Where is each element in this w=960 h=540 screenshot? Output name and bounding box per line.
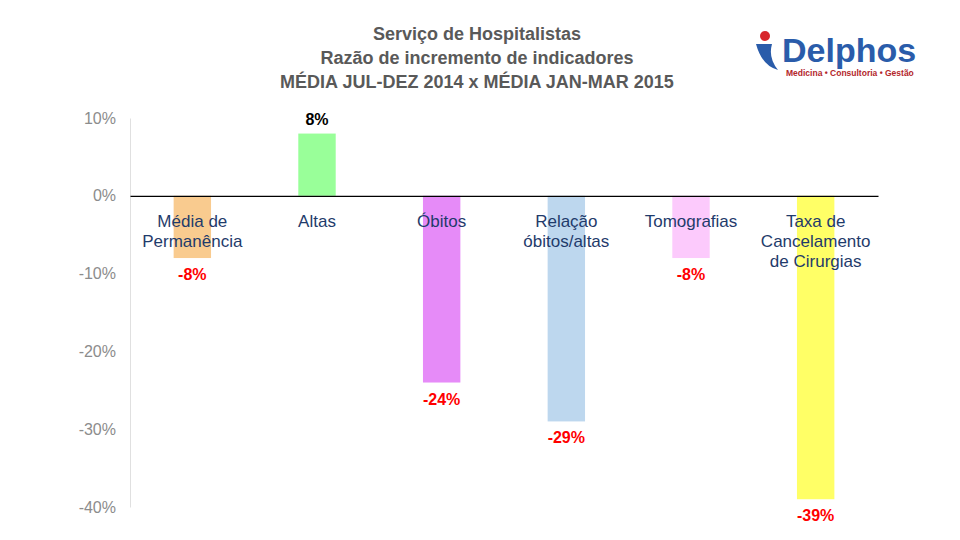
- title-line: Razão de incremento de indicadores: [320, 48, 633, 68]
- x-tick: Óbitos: [417, 196, 466, 231]
- y-tick: -10%: [79, 265, 130, 282]
- logo: DelphosMedicina • Consultoria • Gestão: [756, 31, 916, 78]
- x-tick-label-line: Tomografias: [645, 212, 738, 231]
- x-tick-label-line: Óbitos: [417, 212, 466, 231]
- x-tick-label-line: Relação: [535, 212, 597, 231]
- y-axis-line: [130, 119, 131, 508]
- y-axis: 10% 0% -10% -20% -30% -40%: [79, 110, 131, 516]
- y-tick-label: 0%: [93, 187, 116, 204]
- x-tick-label-line: Cancelamento: [761, 232, 871, 251]
- x-tick-label: Tomografias: [645, 212, 738, 231]
- y-tick: -20%: [79, 343, 130, 360]
- x-tick-label: Relaçãoóbitos/altas: [523, 212, 609, 251]
- bar: [298, 134, 335, 196]
- x-tick-label-line: Taxa de: [786, 212, 846, 231]
- x-tick-label-line: Permanência: [142, 232, 243, 251]
- y-tick: 10%: [84, 110, 130, 127]
- data-label: -24%: [423, 391, 460, 408]
- y-tick-label: -10%: [79, 265, 116, 282]
- x-tick-label-line: Altas: [298, 212, 336, 231]
- title: Serviço de Hospitalistas Razão de increme…: [280, 24, 674, 92]
- logo-name: Delphos: [782, 31, 916, 69]
- y-tick-label: 10%: [84, 110, 116, 127]
- chart: Serviço de Hospitalistas Razão de increme…: [0, 0, 960, 540]
- y-tick: 0%: [93, 187, 130, 204]
- data-label: -29%: [548, 429, 585, 446]
- logo-icon: [760, 31, 770, 41]
- x-tick-label-line: óbitos/altas: [523, 232, 609, 251]
- y-tick: -40%: [79, 499, 130, 516]
- y-tick-label: -40%: [79, 499, 116, 516]
- x-tick-label: Taxa deCancelamentode Cirurgias: [761, 212, 871, 271]
- x-tick-label-line: Média de: [157, 212, 227, 231]
- data-label: -8%: [178, 266, 206, 283]
- x-tick: Relaçãoóbitos/altas: [523, 196, 609, 251]
- y-tick: -30%: [79, 421, 130, 438]
- x-tick: Altas: [298, 196, 336, 231]
- y-tick-label: -20%: [79, 343, 116, 360]
- y-tick-label: -30%: [79, 421, 116, 438]
- x-tick-label: Óbitos: [417, 212, 466, 231]
- data-label: -8%: [677, 266, 705, 283]
- x-tick-label: Média dePermanência: [142, 212, 243, 251]
- title-line: MÉDIA JUL-DEZ 2014 x MÉDIA JAN-MAR 2015: [280, 71, 674, 92]
- x-tick: Taxa deCancelamentode Cirurgias: [761, 196, 871, 271]
- x-tick-label-line: de Cirurgias: [770, 252, 862, 271]
- x-tick: Tomografias: [645, 196, 738, 231]
- data-label: 8%: [305, 111, 328, 128]
- title-line: Serviço de Hospitalistas: [373, 24, 581, 44]
- x-tick: Média dePermanência: [142, 196, 243, 251]
- logo-tagline: Medicina • Consultoria • Gestão: [786, 68, 914, 78]
- x-axis-line: [131, 196, 879, 197]
- data-labels: -8% 8% -24% -29% -8% -39%: [178, 111, 834, 525]
- x-axis: Média dePermanência Altas Óbitos Relaçãoóbi…: [131, 196, 879, 271]
- x-tick-label: Altas: [298, 212, 336, 231]
- bars: [174, 134, 835, 500]
- data-label: -39%: [797, 507, 834, 524]
- logo-icon: [756, 44, 778, 70]
